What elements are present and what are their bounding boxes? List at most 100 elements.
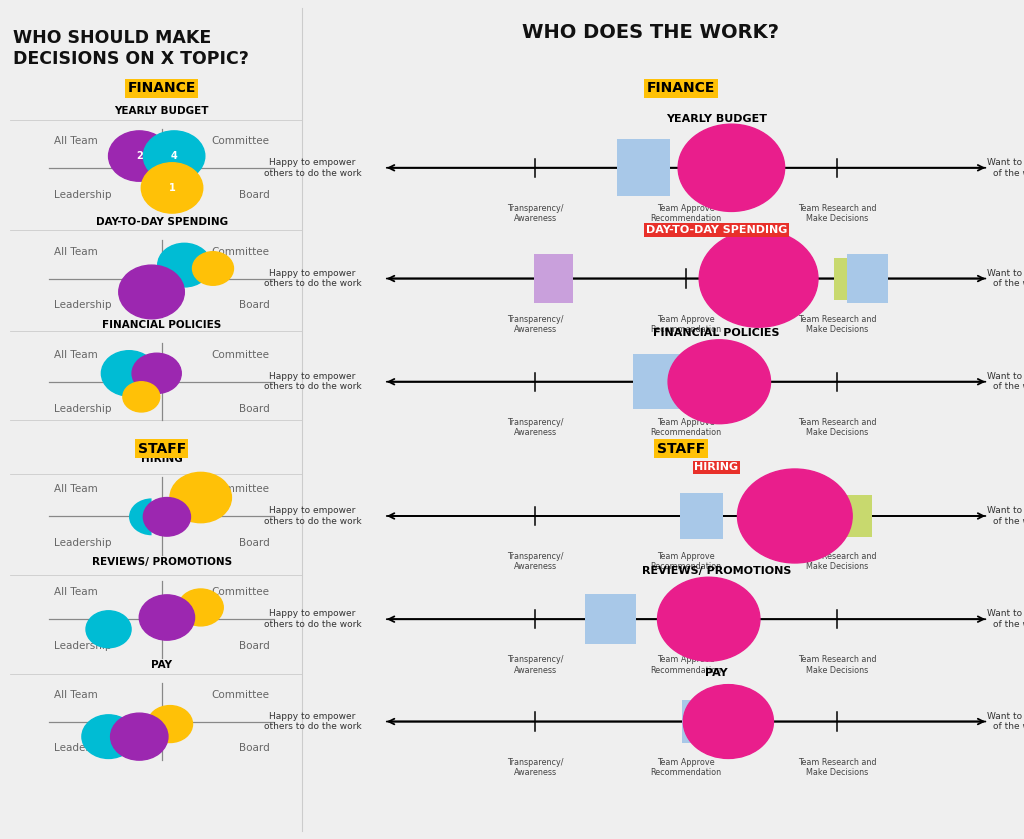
Text: Happy to empower
others to do the work: Happy to empower others to do the work	[263, 372, 361, 392]
Bar	[534, 254, 572, 303]
Text: HIRING: HIRING	[694, 462, 738, 472]
Text: Happy to empower
others to do the work: Happy to empower others to do the work	[263, 268, 361, 289]
Text: Team Approve
Recommendation: Team Approve Recommendation	[650, 758, 722, 777]
Text: Team Approve
Recommendation: Team Approve Recommendation	[650, 315, 722, 334]
Circle shape	[158, 243, 211, 287]
Text: Want to do all
of the work: Want to do all of the work	[987, 268, 1024, 289]
Bar	[617, 139, 671, 196]
Text: Happy to empower
others to do the work: Happy to empower others to do the work	[263, 158, 361, 178]
Text: Team Approve
Recommendation: Team Approve Recommendation	[650, 204, 722, 223]
Text: Committee: Committee	[211, 484, 269, 494]
Text: Board: Board	[239, 641, 269, 651]
Text: Transparency/
Awareness: Transparency/ Awareness	[507, 204, 563, 223]
Text: Leadership: Leadership	[54, 538, 112, 548]
Text: FINANCIAL POLICIES: FINANCIAL POLICIES	[653, 328, 779, 338]
Text: Team Research and
Make Decisions: Team Research and Make Decisions	[798, 315, 877, 334]
Text: FINANCE: FINANCE	[128, 81, 196, 95]
Text: 1: 1	[169, 183, 175, 193]
Text: HIRING: HIRING	[141, 454, 182, 464]
Text: Want to do all
of the work: Want to do all of the work	[987, 711, 1024, 732]
Text: Leadership: Leadership	[54, 300, 112, 310]
Bar	[633, 354, 684, 409]
Text: Transparency/
Awareness: Transparency/ Awareness	[507, 552, 563, 571]
Bar	[834, 258, 864, 300]
Text: Committee: Committee	[211, 136, 269, 146]
Text: STAFF: STAFF	[137, 442, 186, 456]
Text: Want to do all
of the work: Want to do all of the work	[987, 372, 1024, 392]
Text: WHO SHOULD MAKE
DECISIONS ON X TOPIC?: WHO SHOULD MAKE DECISIONS ON X TOPIC?	[13, 29, 249, 68]
Circle shape	[683, 685, 773, 758]
Text: All Team: All Team	[54, 247, 98, 257]
Text: Transparency/
Awareness: Transparency/ Awareness	[507, 655, 563, 675]
Text: Happy to empower
others to do the work: Happy to empower others to do the work	[263, 711, 361, 732]
Circle shape	[141, 163, 203, 213]
Text: Board: Board	[239, 300, 269, 310]
Text: FINANCE: FINANCE	[647, 81, 715, 95]
Circle shape	[193, 252, 233, 285]
Text: Leadership: Leadership	[54, 743, 112, 753]
Circle shape	[699, 230, 818, 327]
Text: Leadership: Leadership	[54, 641, 112, 651]
Circle shape	[139, 595, 195, 640]
Text: Board: Board	[239, 404, 269, 414]
Text: Team Research and
Make Decisions: Team Research and Make Decisions	[798, 204, 877, 223]
Text: Transparency/
Awareness: Transparency/ Awareness	[507, 315, 563, 334]
Circle shape	[170, 472, 231, 523]
Text: Board: Board	[239, 743, 269, 753]
Text: DAY-TO-DAY SPENDING: DAY-TO-DAY SPENDING	[645, 225, 787, 235]
Text: Committee: Committee	[211, 587, 269, 597]
Text: Board: Board	[239, 190, 269, 200]
Text: All Team: All Team	[54, 690, 98, 700]
Circle shape	[82, 715, 135, 758]
Circle shape	[143, 131, 205, 181]
Text: Team Research and
Make Decisions: Team Research and Make Decisions	[798, 758, 877, 777]
Text: PAY: PAY	[705, 668, 728, 678]
Text: PAY: PAY	[152, 659, 172, 670]
Text: WHO DOES THE WORK?: WHO DOES THE WORK?	[522, 23, 778, 42]
Text: Leadership: Leadership	[54, 190, 112, 200]
Text: Committee: Committee	[211, 247, 269, 257]
Circle shape	[178, 589, 223, 626]
Text: All Team: All Team	[54, 587, 98, 597]
Text: REVIEWS/ PROMOTIONS: REVIEWS/ PROMOTIONS	[92, 557, 231, 567]
Text: Transparency/
Awareness: Transparency/ Awareness	[507, 758, 563, 777]
Circle shape	[123, 382, 160, 412]
Text: 4: 4	[171, 151, 177, 161]
Text: STAFF: STAFF	[656, 442, 706, 456]
Circle shape	[657, 577, 760, 661]
Text: Want to do all
of the work: Want to do all of the work	[987, 609, 1024, 629]
Text: Happy to empower
others to do the work: Happy to empower others to do the work	[263, 609, 361, 629]
Text: Transparency/
Awareness: Transparency/ Awareness	[507, 418, 563, 437]
Circle shape	[132, 353, 181, 393]
Text: All Team: All Team	[54, 484, 98, 494]
Text: 2: 2	[136, 151, 142, 161]
Text: REVIEWS/ PROMOTIONS: REVIEWS/ PROMOTIONS	[642, 565, 791, 576]
Text: DAY-TO-DAY SPENDING: DAY-TO-DAY SPENDING	[95, 216, 228, 227]
Text: Team Research and
Make Decisions: Team Research and Make Decisions	[798, 655, 877, 675]
Text: Happy to empower
others to do the work: Happy to empower others to do the work	[263, 506, 361, 526]
Text: YEARLY BUDGET: YEARLY BUDGET	[666, 114, 767, 124]
Text: Leadership: Leadership	[54, 404, 112, 414]
Wedge shape	[129, 498, 152, 535]
Text: Committee: Committee	[211, 350, 269, 360]
Text: YEARLY BUDGET: YEARLY BUDGET	[115, 106, 209, 116]
Bar	[833, 495, 871, 537]
Circle shape	[147, 706, 193, 743]
Text: Want to do all
of the work: Want to do all of the work	[987, 506, 1024, 526]
Text: Team Approve
Recommendation: Team Approve Recommendation	[650, 655, 722, 675]
Text: Team Research and
Make Decisions: Team Research and Make Decisions	[798, 552, 877, 571]
Circle shape	[101, 351, 157, 396]
Text: Board: Board	[239, 538, 269, 548]
Bar	[847, 254, 888, 303]
Circle shape	[737, 469, 852, 563]
Text: FINANCIAL POLICIES: FINANCIAL POLICIES	[102, 320, 221, 330]
Text: All Team: All Team	[54, 350, 98, 360]
Circle shape	[111, 713, 168, 760]
Text: Want to do all
of the work: Want to do all of the work	[987, 158, 1024, 178]
Circle shape	[678, 124, 784, 211]
Bar	[682, 700, 721, 743]
Text: All Team: All Team	[54, 136, 98, 146]
Text: Committee: Committee	[211, 690, 269, 700]
Bar	[680, 493, 723, 539]
Circle shape	[668, 340, 770, 424]
